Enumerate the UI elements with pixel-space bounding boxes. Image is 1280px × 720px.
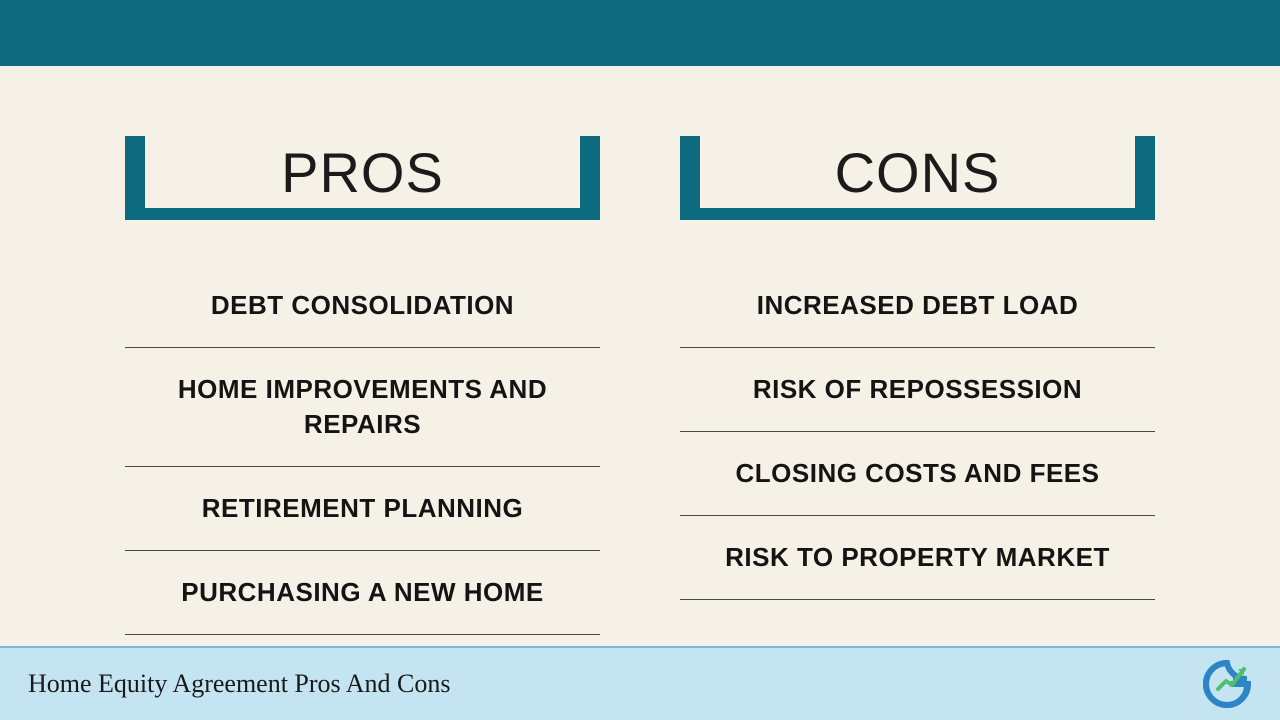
top-band [0, 0, 1280, 66]
pros-column: PROS DEBT CONSOLIDATION HOME IMPROVEMENT… [125, 136, 600, 646]
list-item: RISK TO PROPERTY MARKET [680, 516, 1155, 600]
list-item: PURCHASING A NEW HOME [125, 551, 600, 635]
cons-heading-frame: CONS [680, 136, 1155, 220]
list-item: RETIREMENT PLANNING [125, 467, 600, 551]
main-content: PROS DEBT CONSOLIDATION HOME IMPROVEMENT… [0, 66, 1280, 646]
footer-title: Home Equity Agreement Pros And Cons [28, 669, 450, 699]
cons-column: CONS INCREASED DEBT LOAD RISK OF REPOSSE… [680, 136, 1155, 646]
list-item: DEBT CONSOLIDATION [125, 264, 600, 348]
page: PROS DEBT CONSOLIDATION HOME IMPROVEMENT… [0, 0, 1280, 720]
pros-heading-frame: PROS [125, 136, 600, 220]
list-item: INCREASED DEBT LOAD [680, 264, 1155, 348]
list-item: HOME IMPROVEMENTS AND REPAIRS [125, 348, 600, 467]
list-item: CLOSING COSTS AND FEES [680, 432, 1155, 516]
pros-heading: PROS [125, 136, 600, 220]
list-item: RISK OF REPOSSESSION [680, 348, 1155, 432]
brand-logo-icon [1202, 659, 1252, 709]
cons-heading: CONS [680, 136, 1155, 220]
footer: Home Equity Agreement Pros And Cons [0, 646, 1280, 720]
